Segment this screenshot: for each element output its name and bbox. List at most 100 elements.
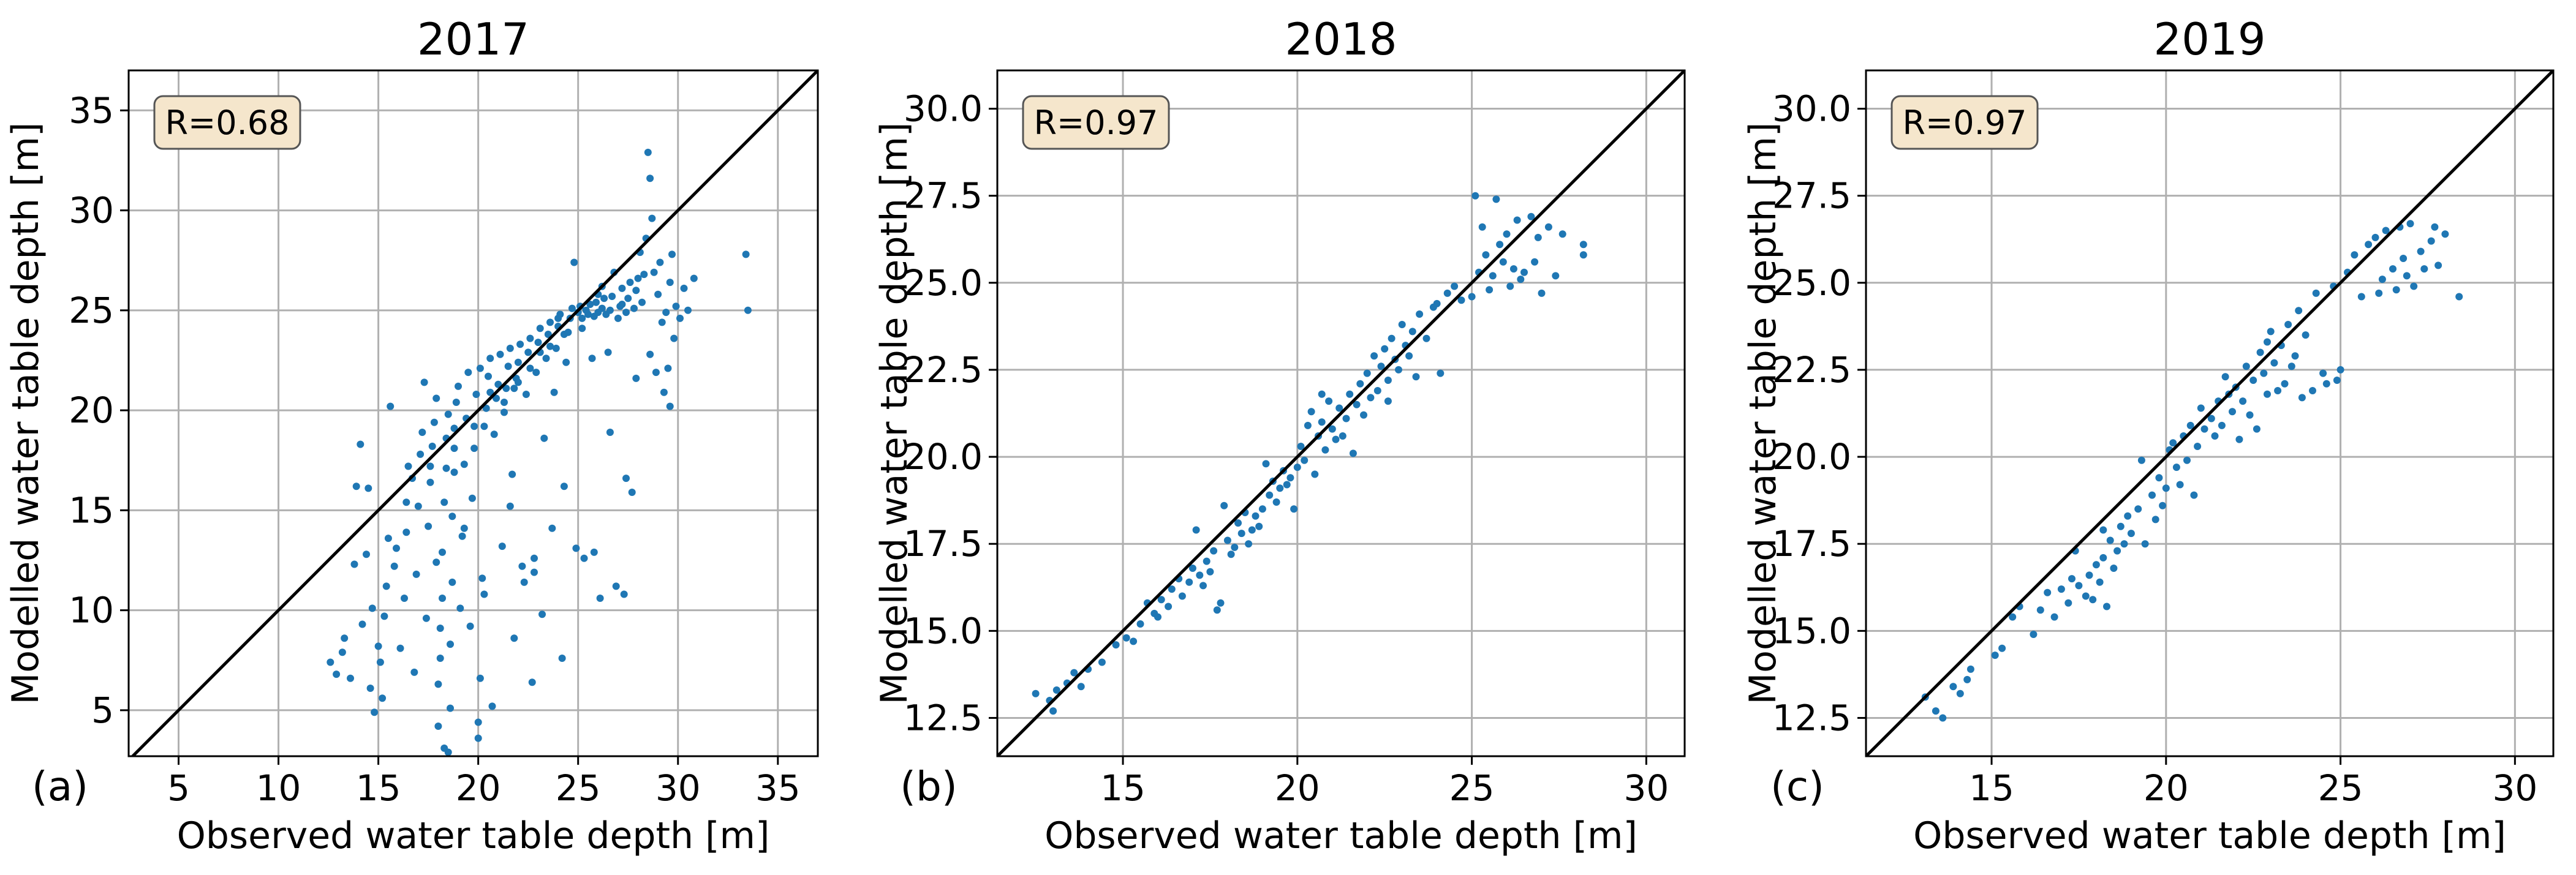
data-point <box>417 450 425 458</box>
panel-title: 2019 <box>2153 13 2265 65</box>
one-to-one-line <box>131 70 818 756</box>
data-point <box>2082 592 2090 600</box>
annotation-box <box>153 95 301 150</box>
panel-letter: (c) <box>1770 763 1824 810</box>
data-point <box>1220 501 1228 509</box>
data-point <box>2264 390 2271 398</box>
data-point <box>456 604 464 612</box>
data-point <box>666 402 674 410</box>
data-point <box>2190 491 2198 499</box>
data-point <box>472 391 480 398</box>
data-point <box>1478 223 1486 231</box>
data-point <box>432 558 440 566</box>
data-point <box>428 442 436 450</box>
data-point <box>1520 268 1528 276</box>
data-point <box>532 369 540 377</box>
data-point <box>2085 571 2093 579</box>
data-point <box>2253 425 2261 433</box>
data-point <box>630 304 638 312</box>
data-point <box>1188 565 1196 572</box>
data-point <box>604 348 612 356</box>
axes-frame <box>996 69 1686 757</box>
data-point <box>550 388 558 396</box>
data-point <box>2162 484 2170 492</box>
data-point <box>352 483 360 490</box>
data-point <box>350 560 358 568</box>
data-point <box>1192 526 1200 534</box>
annotation-text: R=0.97 <box>1033 103 1158 142</box>
data-point <box>500 399 508 406</box>
data-point <box>1405 352 1413 360</box>
data-point <box>508 470 516 478</box>
data-point <box>1579 251 1587 259</box>
data-point <box>2336 366 2344 374</box>
data-point <box>2197 404 2205 412</box>
panels: 5 10 15 20 25 30 35 5 10 15 20 25 30 35 2017 Observed w… <box>4 13 2555 857</box>
data-point <box>1276 484 1284 492</box>
data-point <box>379 694 387 702</box>
y-tick-label: 10 <box>69 590 114 631</box>
data-point <box>2427 237 2435 245</box>
data-point <box>2120 540 2128 548</box>
data-point <box>1998 644 2006 652</box>
data-point <box>652 369 660 377</box>
data-point <box>664 364 672 372</box>
data-point <box>418 429 426 436</box>
data-point <box>531 568 538 576</box>
data-point <box>2371 233 2379 241</box>
data-point <box>632 287 640 295</box>
panel-letter: (b) <box>900 763 957 810</box>
data-point <box>1077 683 1085 691</box>
data-point <box>1370 352 1378 360</box>
y-tick-label: 25.0 <box>904 262 983 304</box>
data-point <box>412 570 420 578</box>
data-point <box>1353 400 1361 408</box>
data-point <box>1932 707 1940 715</box>
data-point <box>598 304 606 312</box>
x-tick-label: 15 <box>1100 767 1146 809</box>
data-point <box>514 378 522 386</box>
panel-title: 2017 <box>417 13 529 65</box>
data-point <box>536 325 544 332</box>
data-point <box>1032 689 1040 697</box>
data-point <box>2417 247 2425 255</box>
y-tick-label: 35 <box>69 89 114 131</box>
data-point <box>1283 481 1291 489</box>
data-point <box>1346 390 1354 398</box>
data-point <box>450 468 458 476</box>
data-point <box>2044 588 2052 596</box>
data-point <box>1290 505 1298 513</box>
data-point <box>1168 585 1176 593</box>
data-point <box>2096 578 2104 586</box>
data-point <box>618 301 626 308</box>
data-point <box>402 498 410 506</box>
x-tick-label: 10 <box>256 767 301 809</box>
data-point <box>2113 547 2121 555</box>
data-point <box>614 314 622 322</box>
x-tick-label: 25 <box>556 767 601 809</box>
data-point <box>1293 464 1301 471</box>
data-point <box>380 612 388 620</box>
data-point <box>2281 380 2289 388</box>
data-point <box>455 382 462 390</box>
data-point <box>654 290 662 298</box>
data-point <box>656 258 664 266</box>
data-point <box>2406 220 2414 228</box>
data-point <box>1395 366 1402 374</box>
data-point <box>1384 377 1392 384</box>
data-point <box>1304 421 1312 429</box>
data-point <box>1311 470 1319 478</box>
data-point <box>552 344 560 352</box>
y-axis-label: Modelled water table depth [m] <box>873 122 916 705</box>
data-point <box>580 554 588 562</box>
data-point <box>2274 387 2282 394</box>
data-point <box>368 604 376 612</box>
data-point <box>646 175 654 182</box>
data-point <box>554 314 562 322</box>
data-point <box>490 430 498 438</box>
x-axis-label: Observed water table depth [m] <box>1044 814 1637 857</box>
data-point <box>640 271 648 279</box>
data-point <box>414 502 422 510</box>
data-point <box>608 293 616 300</box>
data-point <box>2295 307 2303 315</box>
